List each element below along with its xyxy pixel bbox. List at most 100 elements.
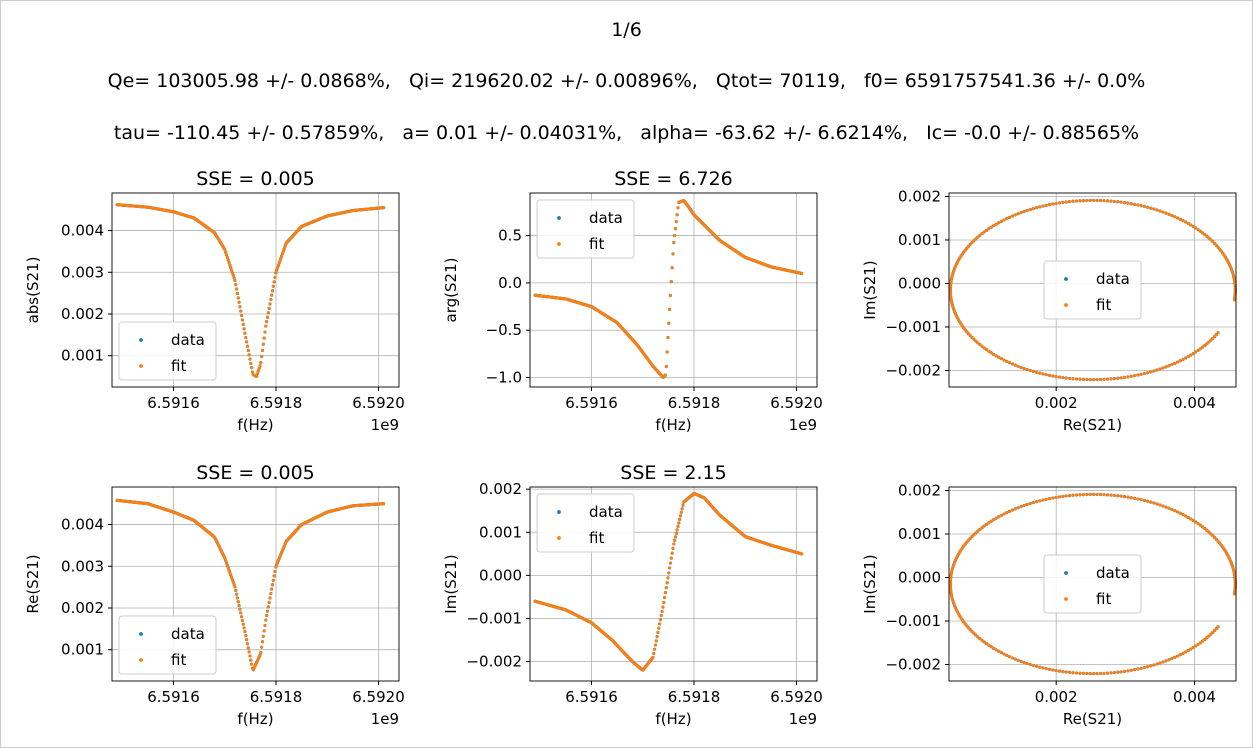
subplot-4: 6.5916 6.5918 6.5920 0.001 0.002 0.003 0.004 SS… [24, 462, 405, 728]
fit-point [260, 640, 264, 644]
fit-point [1233, 590, 1237, 594]
fit-point [949, 578, 953, 582]
fit-point [972, 631, 976, 635]
fit-point [1164, 211, 1168, 215]
fit-point [989, 225, 993, 229]
fit-point [1022, 504, 1026, 508]
fit-point [1041, 666, 1045, 670]
fit-point [1176, 654, 1180, 658]
legend-box [1043, 260, 1142, 320]
fit-point [678, 517, 682, 521]
fit-point [1010, 214, 1014, 218]
fit-point [248, 654, 252, 658]
fit-point [1064, 376, 1068, 380]
fit-point [987, 521, 991, 525]
fit-point [992, 352, 996, 356]
fit-point [1031, 369, 1035, 373]
fit-point [1005, 217, 1009, 221]
fit-point [948, 582, 952, 586]
fit-point [652, 651, 656, 655]
fit-point [1196, 642, 1200, 646]
fit-point [281, 252, 285, 256]
fit-point [654, 639, 658, 643]
fit-point [1038, 205, 1042, 209]
fit-point [1085, 672, 1089, 676]
fit-point [255, 374, 259, 378]
fit-point [948, 580, 952, 584]
fit-point [248, 357, 252, 361]
fit-point [1181, 357, 1185, 361]
fit-point [1184, 650, 1188, 654]
fit-point [283, 244, 287, 248]
fit-point [1031, 663, 1035, 667]
fit-point [1112, 199, 1116, 203]
fit-point [1191, 518, 1195, 522]
fit-point [224, 559, 228, 563]
fit-point [1022, 366, 1026, 370]
x-tick-label: 0.002 [1035, 394, 1078, 412]
fit-point [1054, 669, 1058, 673]
fit-point [1028, 662, 1032, 666]
fit-point [235, 291, 239, 295]
fit-point [1092, 378, 1096, 382]
fit-point [1161, 366, 1165, 370]
fit-point [1088, 378, 1092, 382]
fit-point [1139, 204, 1143, 208]
fit-point [267, 600, 271, 604]
fit-point [1146, 499, 1150, 503]
fit-point [1078, 377, 1082, 381]
y-tick-label: 0.000 [479, 566, 522, 584]
fit-point [228, 263, 232, 267]
fit-point [232, 583, 236, 587]
fit-point [662, 600, 666, 604]
fit-point [1136, 667, 1140, 671]
fit-point [267, 306, 271, 310]
fit-point [1213, 241, 1217, 245]
fit-point [1201, 231, 1205, 235]
fit-point [1013, 657, 1017, 661]
y-tick-label: 0.001 [61, 641, 104, 659]
fit-point [661, 605, 665, 609]
fit-point [1142, 204, 1146, 208]
legend: data fit [1043, 554, 1142, 614]
fit-point [1164, 365, 1168, 369]
y-tick-label: 0.002 [61, 599, 104, 617]
fit-point [1158, 503, 1162, 507]
fit-point [1178, 653, 1182, 657]
fit-point [676, 206, 680, 210]
y-tick-label: 0.002 [61, 305, 104, 323]
fit-point [1095, 492, 1099, 496]
y-axis-label: arg(S21) [442, 258, 460, 323]
fit-series [115, 203, 386, 378]
fit-point [1209, 338, 1213, 342]
fit-point [1184, 220, 1188, 224]
legend-label: data [1096, 270, 1130, 288]
fit-point [245, 344, 249, 348]
y-axis-label: Im(S21) [861, 554, 879, 613]
fit-point [264, 324, 268, 328]
axes-frame [529, 486, 818, 682]
fit-point [1025, 368, 1029, 372]
fit-point [1173, 361, 1177, 365]
fit-point [1008, 361, 1012, 365]
fit-point [1198, 641, 1202, 645]
fit-point [272, 280, 276, 284]
fit-point [984, 642, 988, 646]
fit-point [665, 581, 669, 585]
fit-point [1061, 670, 1065, 674]
fit-point [1205, 342, 1209, 346]
fit-point [994, 222, 998, 226]
fit-point [235, 287, 239, 291]
x-tick-label: 0.002 [1035, 688, 1078, 706]
fit-point [1102, 493, 1106, 497]
fit-point [1013, 213, 1017, 217]
fit-point [271, 289, 275, 293]
fit-point [663, 596, 667, 600]
subplot-title: SSE = 0.005 [196, 168, 315, 190]
y-tick-label: 0.001 [61, 347, 104, 365]
fit-point [989, 645, 993, 649]
fit-series [115, 498, 386, 672]
fit-point [673, 535, 677, 539]
legend-marker [1064, 597, 1068, 601]
y-tick-label: −0.5 [486, 321, 522, 339]
